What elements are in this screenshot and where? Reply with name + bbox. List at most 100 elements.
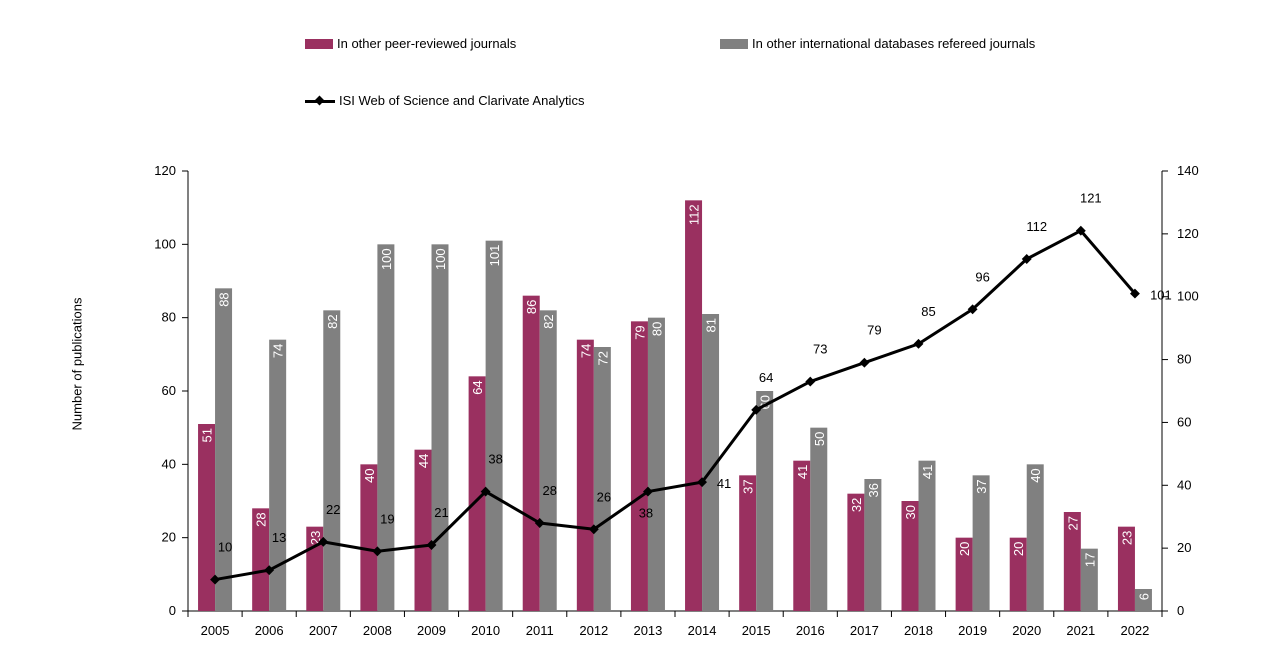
bar-label-peer-reviewed: 40 [362, 468, 377, 482]
bar-peer-reviewed [793, 460, 811, 611]
marker-isi-web-of-science [318, 536, 329, 547]
bar-label-peer-reviewed: 41 [795, 465, 810, 479]
x-axis-tick-label: 2011 [526, 623, 554, 638]
bar-label-international-databases: 36 [866, 483, 881, 497]
left-axis-tick-label: 0 [169, 603, 176, 618]
marker-isi-web-of-science [1075, 225, 1086, 236]
marker-isi-web-of-science [426, 540, 437, 550]
data-label-isi-web-of-science: 64 [759, 370, 773, 385]
legend-swatch-peer-reviewed [305, 38, 333, 49]
marker-isi-web-of-science [264, 565, 275, 576]
bar-label-international-databases: 40 [1028, 468, 1043, 482]
bar-peer-reviewed [252, 508, 270, 611]
bar-label-international-databases: 88 [217, 292, 232, 306]
bar-international-databases [323, 310, 341, 611]
bar-label-international-databases: 100 [433, 248, 448, 270]
left-axis-tick-label: 20 [162, 530, 176, 545]
data-label-isi-web-of-science: 19 [380, 511, 394, 526]
bar-label-peer-reviewed: 32 [849, 498, 864, 512]
legend-item-isi-web-of-science: ISI Web of Science and Clarivate Analyti… [305, 93, 584, 108]
bar-peer-reviewed [1063, 512, 1081, 611]
x-axis-tick-label: 2016 [796, 623, 825, 638]
right-axis-tick-label: 20 [1177, 540, 1191, 555]
legend-swatch-international-databases [720, 38, 748, 49]
data-label-isi-web-of-science: 41 [717, 476, 731, 491]
x-axis-tick-label: 2017 [850, 623, 879, 638]
bar-label-peer-reviewed: 86 [524, 300, 539, 314]
bar-peer-reviewed [955, 537, 973, 611]
bar-label-international-databases: 41 [920, 465, 935, 479]
bar-peer-reviewed [685, 200, 703, 612]
bar-peer-reviewed [522, 295, 540, 611]
marker-isi-web-of-science [967, 304, 978, 315]
marker-isi-web-of-science [805, 376, 816, 387]
bar-peer-reviewed [360, 464, 378, 611]
bar-peer-reviewed [739, 475, 757, 611]
bar-peer-reviewed [1009, 537, 1027, 611]
bar-label-peer-reviewed: 112 [687, 204, 702, 225]
right-axis-tick-label: 40 [1177, 477, 1191, 492]
bar-international-databases [485, 240, 503, 611]
legend-label-peer-reviewed: In other peer-reviewed journals [337, 36, 517, 51]
legend-label-international-databases: In other international databases referee… [752, 36, 1036, 51]
left-axis-tick-label: 120 [154, 163, 176, 178]
bar-label-peer-reviewed: 64 [470, 380, 485, 394]
x-axis-tick-label: 2006 [255, 623, 284, 638]
bar-peer-reviewed [630, 321, 648, 611]
data-label-isi-web-of-science: 10 [218, 540, 232, 555]
bar-international-databases [539, 310, 557, 611]
data-label-isi-web-of-science: 38 [488, 452, 502, 467]
data-label-isi-web-of-science: 21 [434, 505, 448, 520]
right-axis-tick-label: 120 [1177, 226, 1199, 241]
x-axis-tick-label: 2010 [471, 623, 500, 638]
marker-isi-web-of-science [697, 477, 708, 488]
data-label-isi-web-of-science: 22 [326, 502, 340, 517]
bar-international-databases [215, 288, 233, 611]
right-axis-tick-label: 0 [1177, 603, 1184, 618]
x-axis-tick-label: 2018 [904, 623, 933, 638]
bar-label-international-databases: 82 [325, 314, 340, 328]
bar-label-peer-reviewed: 23 [1119, 531, 1134, 545]
bar-international-databases [918, 460, 936, 611]
data-label-isi-web-of-science: 26 [597, 489, 611, 504]
x-axis-tick-label: 2009 [417, 623, 446, 638]
x-axis-tick-label: 2019 [958, 623, 987, 638]
data-label-isi-web-of-science: 28 [542, 483, 556, 498]
bar-label-peer-reviewed: 74 [578, 344, 593, 358]
data-label-isi-web-of-science: 101 [1150, 288, 1172, 303]
legend-item-international-databases: In other international databases referee… [720, 36, 1035, 51]
data-label-isi-web-of-science: 85 [921, 304, 935, 319]
bar-international-databases [702, 314, 720, 611]
data-label-isi-web-of-science: 112 [1026, 219, 1047, 234]
bar-label-peer-reviewed: 37 [741, 479, 756, 493]
x-axis-tick-label: 2015 [742, 623, 771, 638]
data-label-isi-web-of-science: 73 [813, 342, 827, 357]
left-axis-tick-label: 80 [162, 310, 176, 325]
x-axis-tick-label: 2007 [309, 623, 338, 638]
marker-isi-web-of-science [534, 518, 545, 528]
bar-label-peer-reviewed: 27 [1065, 516, 1080, 530]
right-axis-tick-label: 80 [1177, 352, 1191, 367]
bar-international-databases [756, 391, 774, 611]
marker-isi-web-of-science [913, 338, 924, 349]
bar-label-international-databases: 6 [1136, 593, 1151, 600]
data-label-isi-web-of-science: 13 [272, 530, 286, 545]
left-axis-tick-label: 100 [154, 236, 176, 251]
right-axis-tick-label: 140 [1177, 163, 1199, 178]
legend-item-peer-reviewed: In other peer-reviewed journals [305, 36, 516, 51]
bar-label-international-databases: 72 [595, 351, 610, 365]
bar-peer-reviewed [198, 424, 216, 611]
bar-label-international-databases: 100 [379, 248, 394, 270]
bar-international-databases [1080, 548, 1098, 611]
bar-peer-reviewed [847, 493, 865, 611]
bar-international-databases [377, 244, 395, 612]
marker-isi-web-of-science [1129, 288, 1140, 299]
bar-label-peer-reviewed: 30 [903, 505, 918, 519]
left-axis-tick-label: 60 [162, 383, 176, 398]
bar-label-peer-reviewed: 20 [957, 542, 972, 556]
bar-international-databases [972, 475, 990, 611]
bar-label-international-databases: 80 [649, 322, 664, 336]
marker-isi-web-of-science [480, 486, 491, 497]
